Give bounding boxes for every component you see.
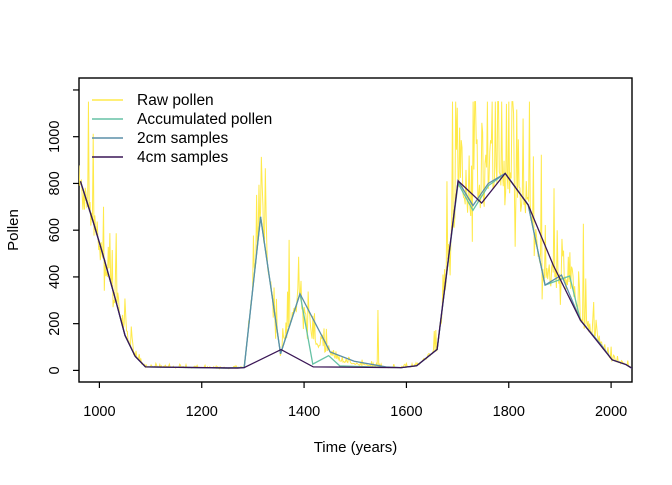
svg-text:1200: 1200 (186, 404, 218, 420)
svg-text:2000: 2000 (595, 404, 627, 420)
svg-text:1000: 1000 (47, 121, 63, 153)
svg-text:400: 400 (47, 265, 63, 289)
svg-text:600: 600 (47, 218, 63, 242)
svg-text:0: 0 (47, 366, 63, 374)
svg-text:800: 800 (47, 171, 63, 195)
svg-text:1800: 1800 (493, 404, 525, 420)
svg-text:Pollen: Pollen (5, 209, 22, 251)
svg-text:1400: 1400 (288, 404, 320, 420)
svg-text:200: 200 (47, 312, 63, 336)
svg-text:2cm samples: 2cm samples (137, 130, 229, 147)
svg-text:4cm samples: 4cm samples (137, 149, 229, 166)
svg-text:1000: 1000 (83, 404, 115, 420)
svg-text:Accumulated pollen: Accumulated pollen (137, 111, 272, 128)
svg-text:1600: 1600 (390, 404, 422, 420)
svg-text:Time (years): Time (years) (314, 439, 398, 456)
svg-text:Raw pollen: Raw pollen (137, 92, 214, 109)
